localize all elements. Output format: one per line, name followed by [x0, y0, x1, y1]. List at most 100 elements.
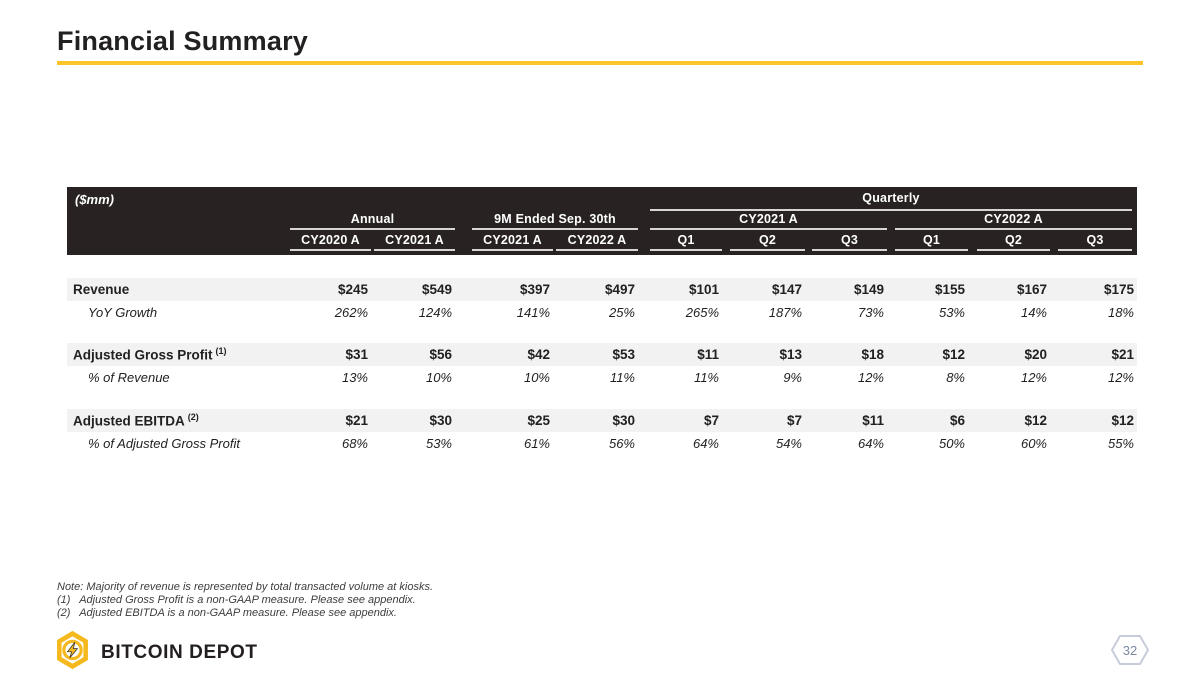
table-cell: 53% [938, 304, 965, 320]
table-cell: $101 [688, 282, 719, 297]
footnote-line: (2) Adjusted EBITDA is a non-GAAP measur… [57, 607, 397, 619]
table-cell: $12 [1111, 413, 1134, 428]
table-cell: 10% [425, 369, 452, 385]
table-cell: $21 [1111, 347, 1134, 362]
table-cell: 124% [418, 304, 452, 320]
table-cell: $30 [429, 413, 452, 428]
table-row: YoY Growth 262% 124% 141% 25% 265% 187% 73% 53% 1… [67, 301, 1137, 323]
group-header-annual: Annual [290, 210, 455, 230]
table-cell: 14% [1020, 304, 1047, 320]
group-header-cy2022: CY2022 A [895, 210, 1132, 230]
table-cell: 11% [609, 369, 635, 385]
table-row: % of Adjusted Gross Profit 68% 53% 61% 56% 64… [67, 432, 1137, 454]
table-cell: 12% [1020, 369, 1047, 385]
table-cell: $12 [1024, 413, 1047, 428]
table-cell: $13 [779, 347, 802, 362]
table-row: Adjusted EBITDA (2) $21 $30 $25 $30 $7 $7 $11 $6 $… [67, 409, 1137, 432]
table-cell: $7 [786, 413, 802, 428]
table-cell: 64% [692, 435, 719, 451]
col-header-2022-q3: Q3 [1058, 231, 1132, 251]
brand-name: BITCOIN DEPOT [101, 641, 258, 663]
page-number-badge: 32 [1110, 633, 1150, 667]
table-cell: $549 [421, 282, 452, 297]
table-cell: 187% [768, 304, 802, 320]
row-label: Revenue [73, 282, 130, 297]
col-header-9m-cy2022a: CY2022 A [556, 231, 638, 251]
table-cell: $56 [429, 347, 452, 362]
footnotes: Note: Majority of revenue is represented… [57, 581, 433, 620]
col-header-2021-q3: Q3 [812, 231, 887, 251]
table-cell: 55% [1107, 435, 1134, 451]
table-cell: 61% [523, 435, 550, 451]
col-header-2021-q2: Q2 [730, 231, 805, 251]
table-cell: 262% [334, 304, 368, 320]
table-cell: 64% [857, 435, 884, 451]
bitcoin-depot-hexagon-icon [54, 630, 91, 675]
table-row: % of Revenue 13% 10% 10% 11% 11% 9% 12% 8% 12% 12% [67, 366, 1137, 388]
table-cell: 12% [1107, 369, 1134, 385]
table-cell: $7 [703, 413, 719, 428]
table-cell: $18 [861, 347, 884, 362]
table-cell: $21 [345, 413, 368, 428]
table-cell: $30 [612, 413, 635, 428]
table-cell: $42 [527, 347, 550, 362]
table-row: Revenue $245 $549 $397 $497 $101 $147 $149 $155 $… [67, 278, 1137, 301]
brand-logo: BITCOIN DEPOT [54, 630, 258, 675]
table-cell: $20 [1024, 347, 1047, 362]
table-cell: 50% [938, 435, 965, 451]
table-cell: 54% [775, 435, 802, 451]
table-cell: $245 [337, 282, 368, 297]
table-row: Adjusted Gross Profit (1) $31 $56 $42 $53 $11 $… [67, 343, 1137, 366]
table-cell: $11 [697, 347, 719, 362]
footnote-marker: (2) [187, 412, 199, 423]
table-cell: $497 [604, 282, 635, 297]
table-cell: 12% [857, 369, 884, 385]
table-cell: $11 [862, 413, 884, 428]
table-cell: $53 [612, 347, 635, 362]
table-header: ($mm) Quarterly Annual 9M Ended Sep. 30t… [67, 187, 1137, 255]
row-label: YoY Growth [88, 304, 158, 320]
col-header-2022-q1: Q1 [895, 231, 968, 251]
table-body: Revenue $245 $549 $397 $497 $101 $147 $149 $155 $… [67, 278, 1137, 454]
row-label: Adjusted EBITDA (2) [73, 412, 199, 429]
table-cell: $6 [949, 413, 965, 428]
title-accent-rule [57, 61, 1143, 65]
table-cell: 53% [425, 435, 452, 451]
table-cell: $12 [942, 347, 965, 362]
table-cell: 68% [341, 435, 368, 451]
table-cell: $167 [1016, 282, 1047, 297]
row-group-spacer [67, 388, 1137, 409]
footnote-line: Note: Majority of revenue is represented… [57, 581, 434, 593]
page-number: 32 [1123, 643, 1137, 658]
col-header-2021-q1: Q1 [650, 231, 722, 251]
table-cell: 9% [783, 369, 802, 385]
footnote-line: (1) Adjusted Gross Profit is a non-GAAP … [57, 594, 416, 606]
col-header-cy2020a: CY2020 A [290, 231, 371, 251]
table-cell: $175 [1103, 282, 1134, 297]
table-cell: $149 [853, 282, 884, 297]
table-cell: $397 [519, 282, 550, 297]
table-cell: $25 [527, 413, 550, 428]
row-label: Adjusted Gross Profit (1) [73, 346, 227, 363]
footnote-marker: (1) [215, 346, 227, 357]
unit-label: ($mm) [75, 192, 115, 207]
table-cell: $147 [771, 282, 802, 297]
table-cell: 11% [693, 369, 719, 385]
col-header-9m-cy2021a: CY2021 A [472, 231, 553, 251]
table-cell: 265% [685, 304, 719, 320]
table-cell: 13% [341, 369, 368, 385]
page-title: Financial Summary [57, 26, 308, 56]
row-label: % of Revenue [88, 369, 170, 385]
table-cell: 8% [946, 369, 965, 385]
table-cell: $155 [934, 282, 965, 297]
row-group-spacer [67, 323, 1137, 343]
table-cell: $31 [345, 347, 368, 362]
table-cell: 25% [608, 304, 635, 320]
table-cell: 18% [1107, 304, 1134, 320]
col-header-2022-q2: Q2 [977, 231, 1050, 251]
row-label: % of Adjusted Gross Profit [88, 435, 240, 451]
table-cell: 56% [608, 435, 635, 451]
group-header-cy2021: CY2021 A [650, 210, 887, 230]
group-header-quarterly: Quarterly [650, 189, 1132, 211]
